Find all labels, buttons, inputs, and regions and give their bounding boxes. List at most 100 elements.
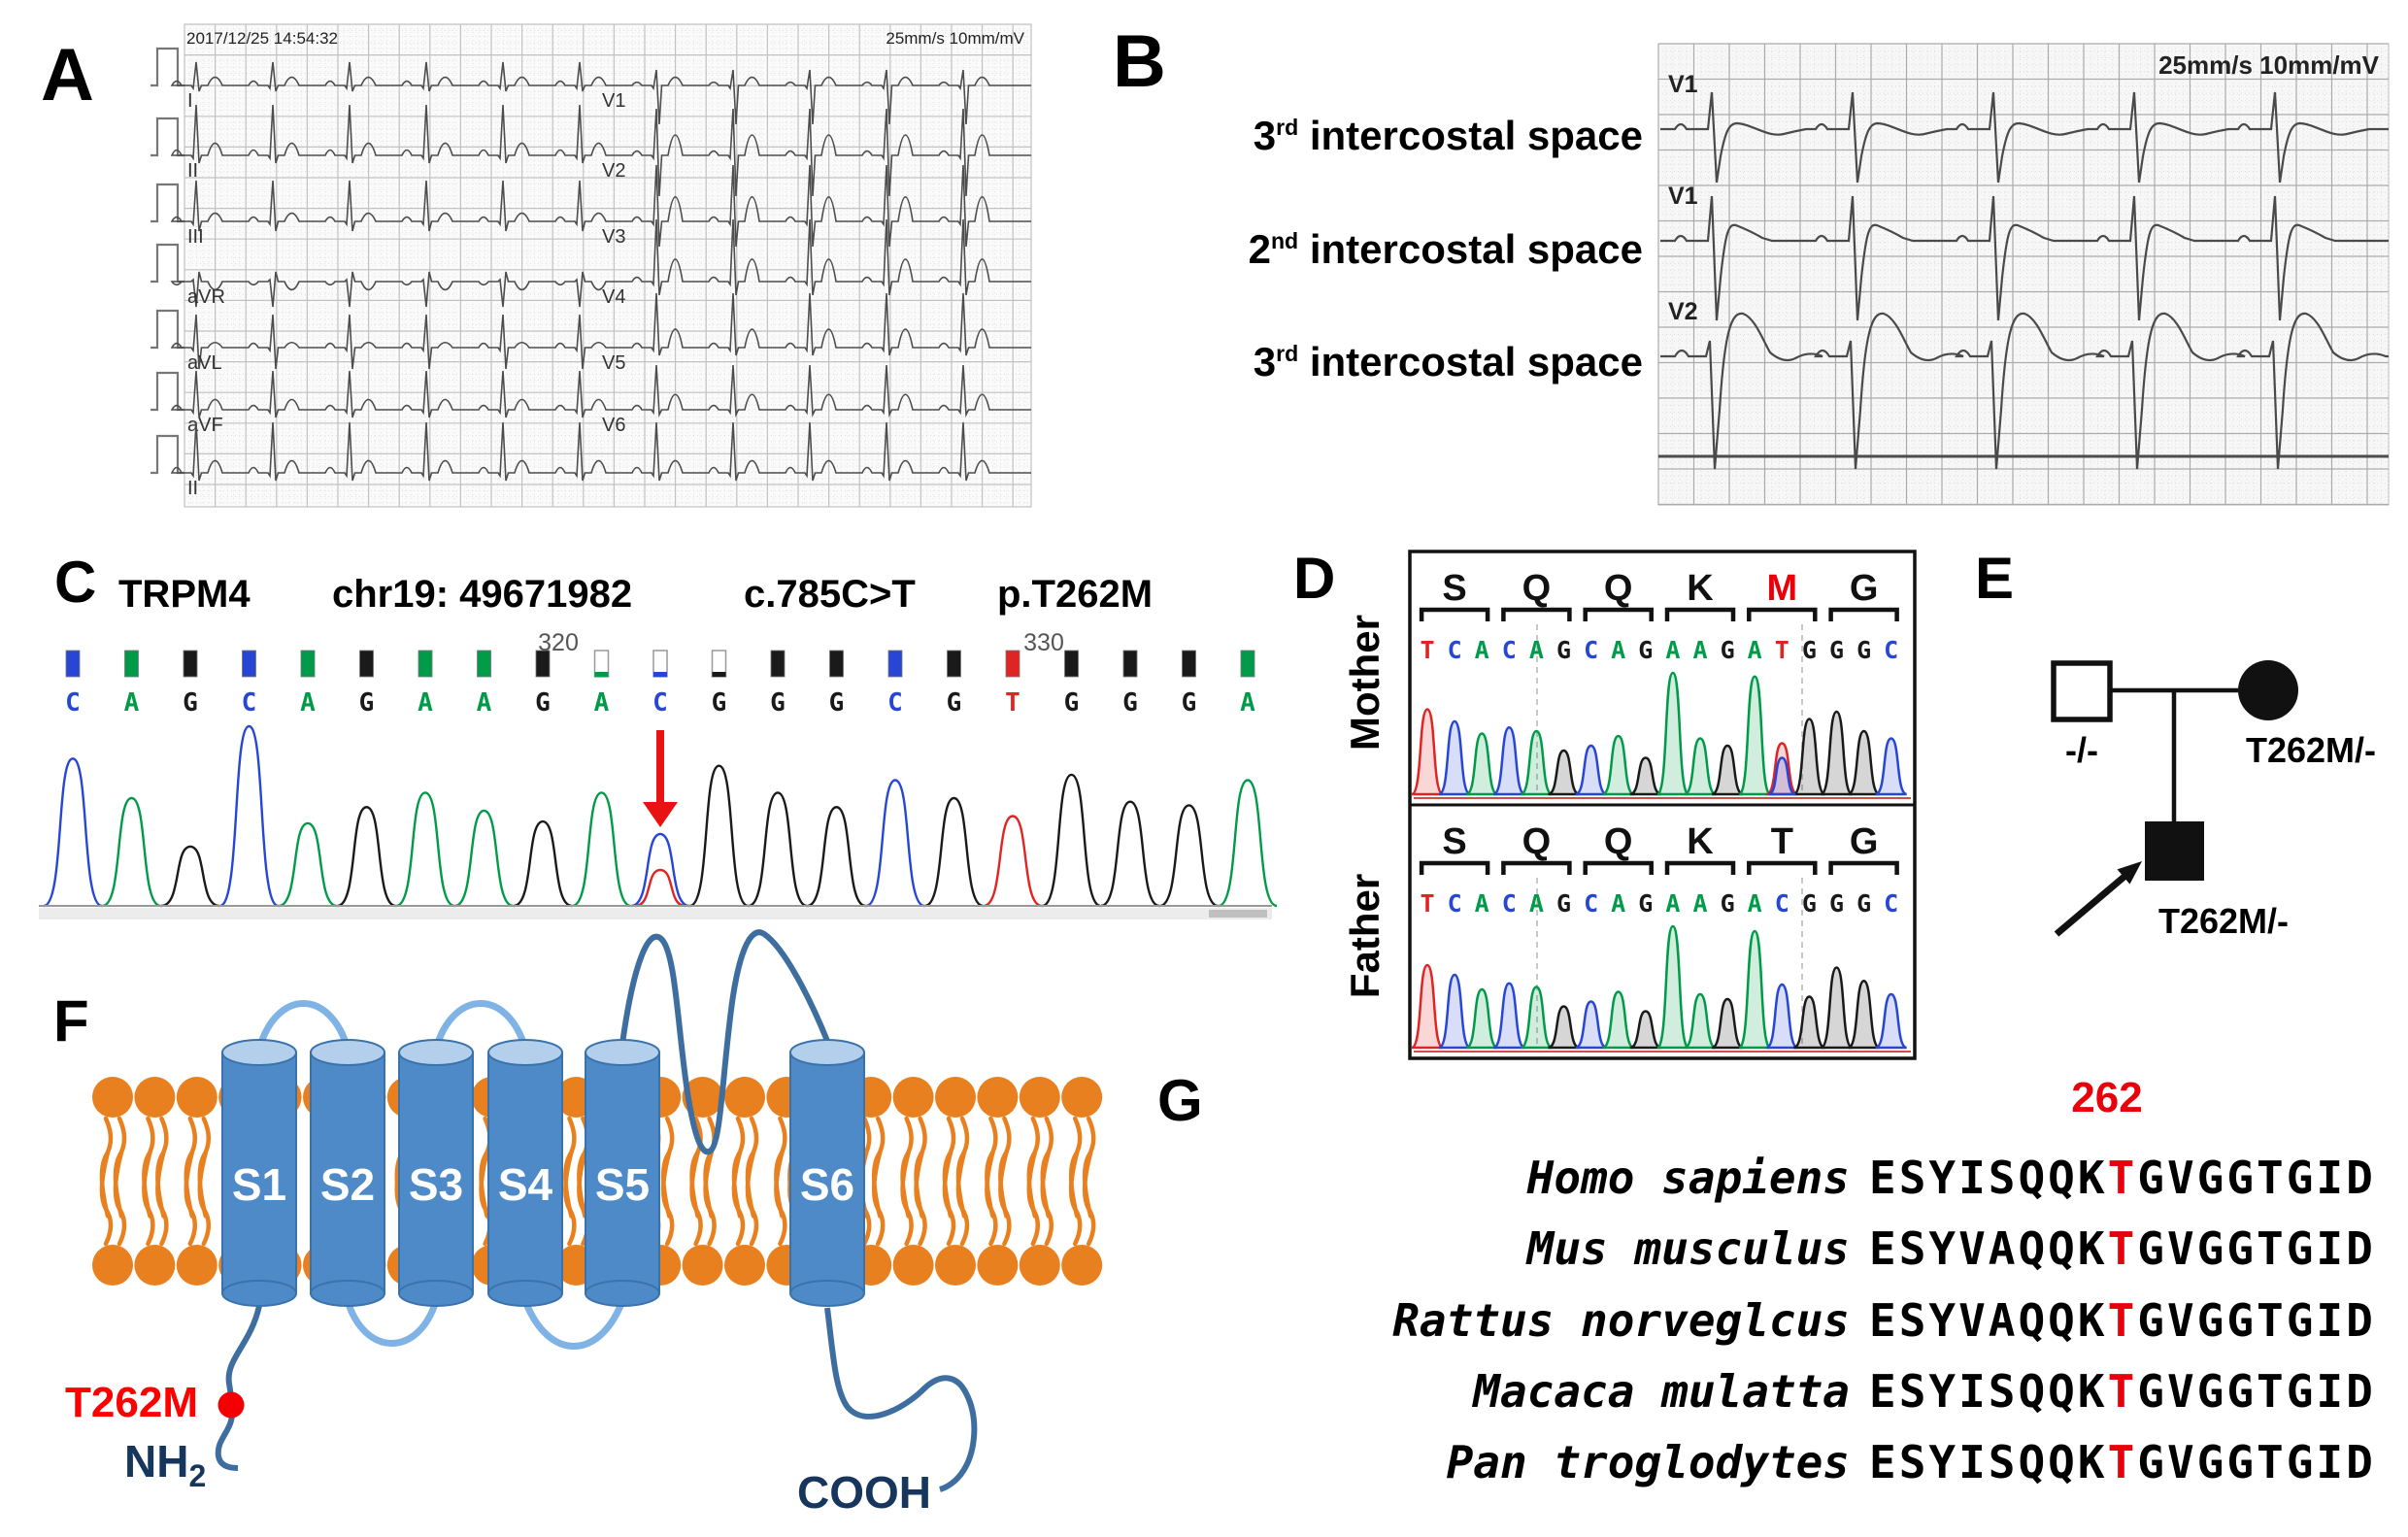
sequence: ESYVAQQKTGVGGTGID xyxy=(1869,1286,2376,1356)
lipid-tail xyxy=(1082,1150,1096,1247)
base-call: C xyxy=(1884,889,1898,918)
base-call: A xyxy=(124,688,140,718)
trace-peak xyxy=(513,819,573,908)
lipid-tail xyxy=(689,1150,703,1247)
pore-loop-s5-s6 xyxy=(619,929,830,1155)
ics-ordinal: 3 xyxy=(1253,113,1277,158)
trace-peak xyxy=(983,815,1043,908)
seq-post: GVGGTGID xyxy=(2137,1436,2376,1489)
seq-pre: ESYISQQK xyxy=(1869,1436,2108,1489)
parent-name: Father xyxy=(1342,874,1388,998)
trace-peak xyxy=(1711,997,1744,1050)
trace-peak xyxy=(1411,963,1444,1050)
quality-bar xyxy=(770,650,786,678)
base-call: G xyxy=(1829,889,1844,918)
base-call: C xyxy=(1884,636,1898,664)
ecg-trace xyxy=(170,292,1031,370)
tm-segment: S1 xyxy=(221,1039,297,1307)
lipid-head xyxy=(935,1245,976,1286)
ecg-trace xyxy=(1660,195,2389,321)
lipid-head xyxy=(92,1245,133,1286)
base-call: A xyxy=(1692,636,1707,664)
amino-acid: Q xyxy=(1522,821,1552,862)
base-call: A xyxy=(1665,889,1680,918)
lipid-tail xyxy=(142,1150,155,1247)
trace-peak xyxy=(454,809,514,908)
mutation-arrow-shaft xyxy=(656,730,664,804)
lipid-head xyxy=(724,1077,765,1118)
species-name: Mus musculus xyxy=(1526,1222,1850,1276)
lipid-tail xyxy=(998,1150,1012,1247)
ics-suffix: nd xyxy=(1270,228,1299,253)
trace-peak xyxy=(395,791,455,908)
ecg-a-traces: I V1 II V2 III V3 aVR V4 aVL V5 aVF V6 II xyxy=(150,47,1031,499)
quality-bar xyxy=(183,650,198,678)
trace-peak xyxy=(102,796,161,908)
lipid-tail xyxy=(703,1150,717,1247)
residue-number: 262 xyxy=(2071,1074,2143,1121)
base-call: G xyxy=(1122,688,1138,718)
quality-bar-tick xyxy=(653,672,667,677)
calibration-pulse xyxy=(150,371,184,412)
base-call: G xyxy=(1064,688,1080,718)
lipid-head xyxy=(1019,1245,1060,1286)
trace-peak xyxy=(1547,749,1581,796)
scroll-thumb xyxy=(1209,910,1267,918)
alignment-row: Pan troglodytes ESYISQQKTGVGGTGID xyxy=(1170,1427,2408,1498)
sequence: ESYVAQQKTGVGGTGID xyxy=(1869,1214,2376,1285)
ecg-trace xyxy=(170,364,1031,418)
base-call: G xyxy=(1829,636,1844,664)
trace-peak xyxy=(1465,987,1498,1050)
codon-bracket xyxy=(1501,860,1572,875)
lipid-head xyxy=(1019,1077,1060,1118)
lipid-head xyxy=(176,1077,217,1118)
intracellular-loop-s2-s3 xyxy=(344,1299,440,1347)
seq-post: GVGGTGID xyxy=(2137,1152,2376,1204)
trace-peak xyxy=(1547,1005,1581,1050)
lipid-head xyxy=(977,1245,1019,1286)
calibration-pulse xyxy=(150,309,184,350)
lipid-tail xyxy=(99,1150,114,1247)
calibration-pulse xyxy=(150,117,184,157)
amino-acid: Q xyxy=(1604,568,1633,609)
trace-peak xyxy=(1792,995,1825,1050)
lipid-head xyxy=(1061,1077,1103,1118)
trace-peak xyxy=(1492,982,1525,1050)
base-call: A xyxy=(1748,636,1762,664)
base-call: A xyxy=(1529,636,1544,664)
limb-lead-label: aVL xyxy=(187,352,222,374)
amino-acid: K xyxy=(1687,821,1714,862)
lipid-tail xyxy=(955,1150,970,1247)
het-secondary-peak xyxy=(1767,756,1796,796)
seq-pre: ESYISQQK xyxy=(1869,1152,2108,1204)
panel-e-label: E xyxy=(1975,546,2015,611)
base-call: A xyxy=(300,688,316,718)
trace-peak xyxy=(748,791,808,908)
c-terminus-label: COOH xyxy=(797,1467,931,1518)
seq-mut-residue: T xyxy=(2107,1293,2138,1347)
panel-g-label: G xyxy=(1157,1068,1203,1133)
limb-lead-label: I xyxy=(187,90,193,112)
base-call: C xyxy=(242,688,257,718)
quality-bar xyxy=(65,650,81,678)
lipid-head xyxy=(724,1245,765,1286)
base-call: G xyxy=(770,688,786,718)
quality-bar xyxy=(124,650,139,678)
base-call: T xyxy=(1420,889,1434,918)
trace-peak xyxy=(1875,737,1908,796)
trace-peak xyxy=(807,806,866,908)
tm-segment: S3 xyxy=(398,1039,474,1307)
base-call: A xyxy=(594,688,610,718)
ecg-12lead-panel: I V1 II V2 III V3 aVR V4 aVL V5 aVF V6 II xyxy=(150,23,1032,508)
chest-lead-label: V5 xyxy=(602,352,625,374)
extracellular-loop-s3-s4 xyxy=(432,1000,529,1050)
base-call: G xyxy=(359,688,375,718)
trace-peak xyxy=(1875,992,1908,1050)
tm-segment-label: S1 xyxy=(232,1159,286,1210)
lipid-tail xyxy=(985,1150,998,1247)
amino-acid: T xyxy=(1771,821,1793,862)
ecg-trace xyxy=(1660,91,2389,184)
base-call: A xyxy=(418,688,433,718)
